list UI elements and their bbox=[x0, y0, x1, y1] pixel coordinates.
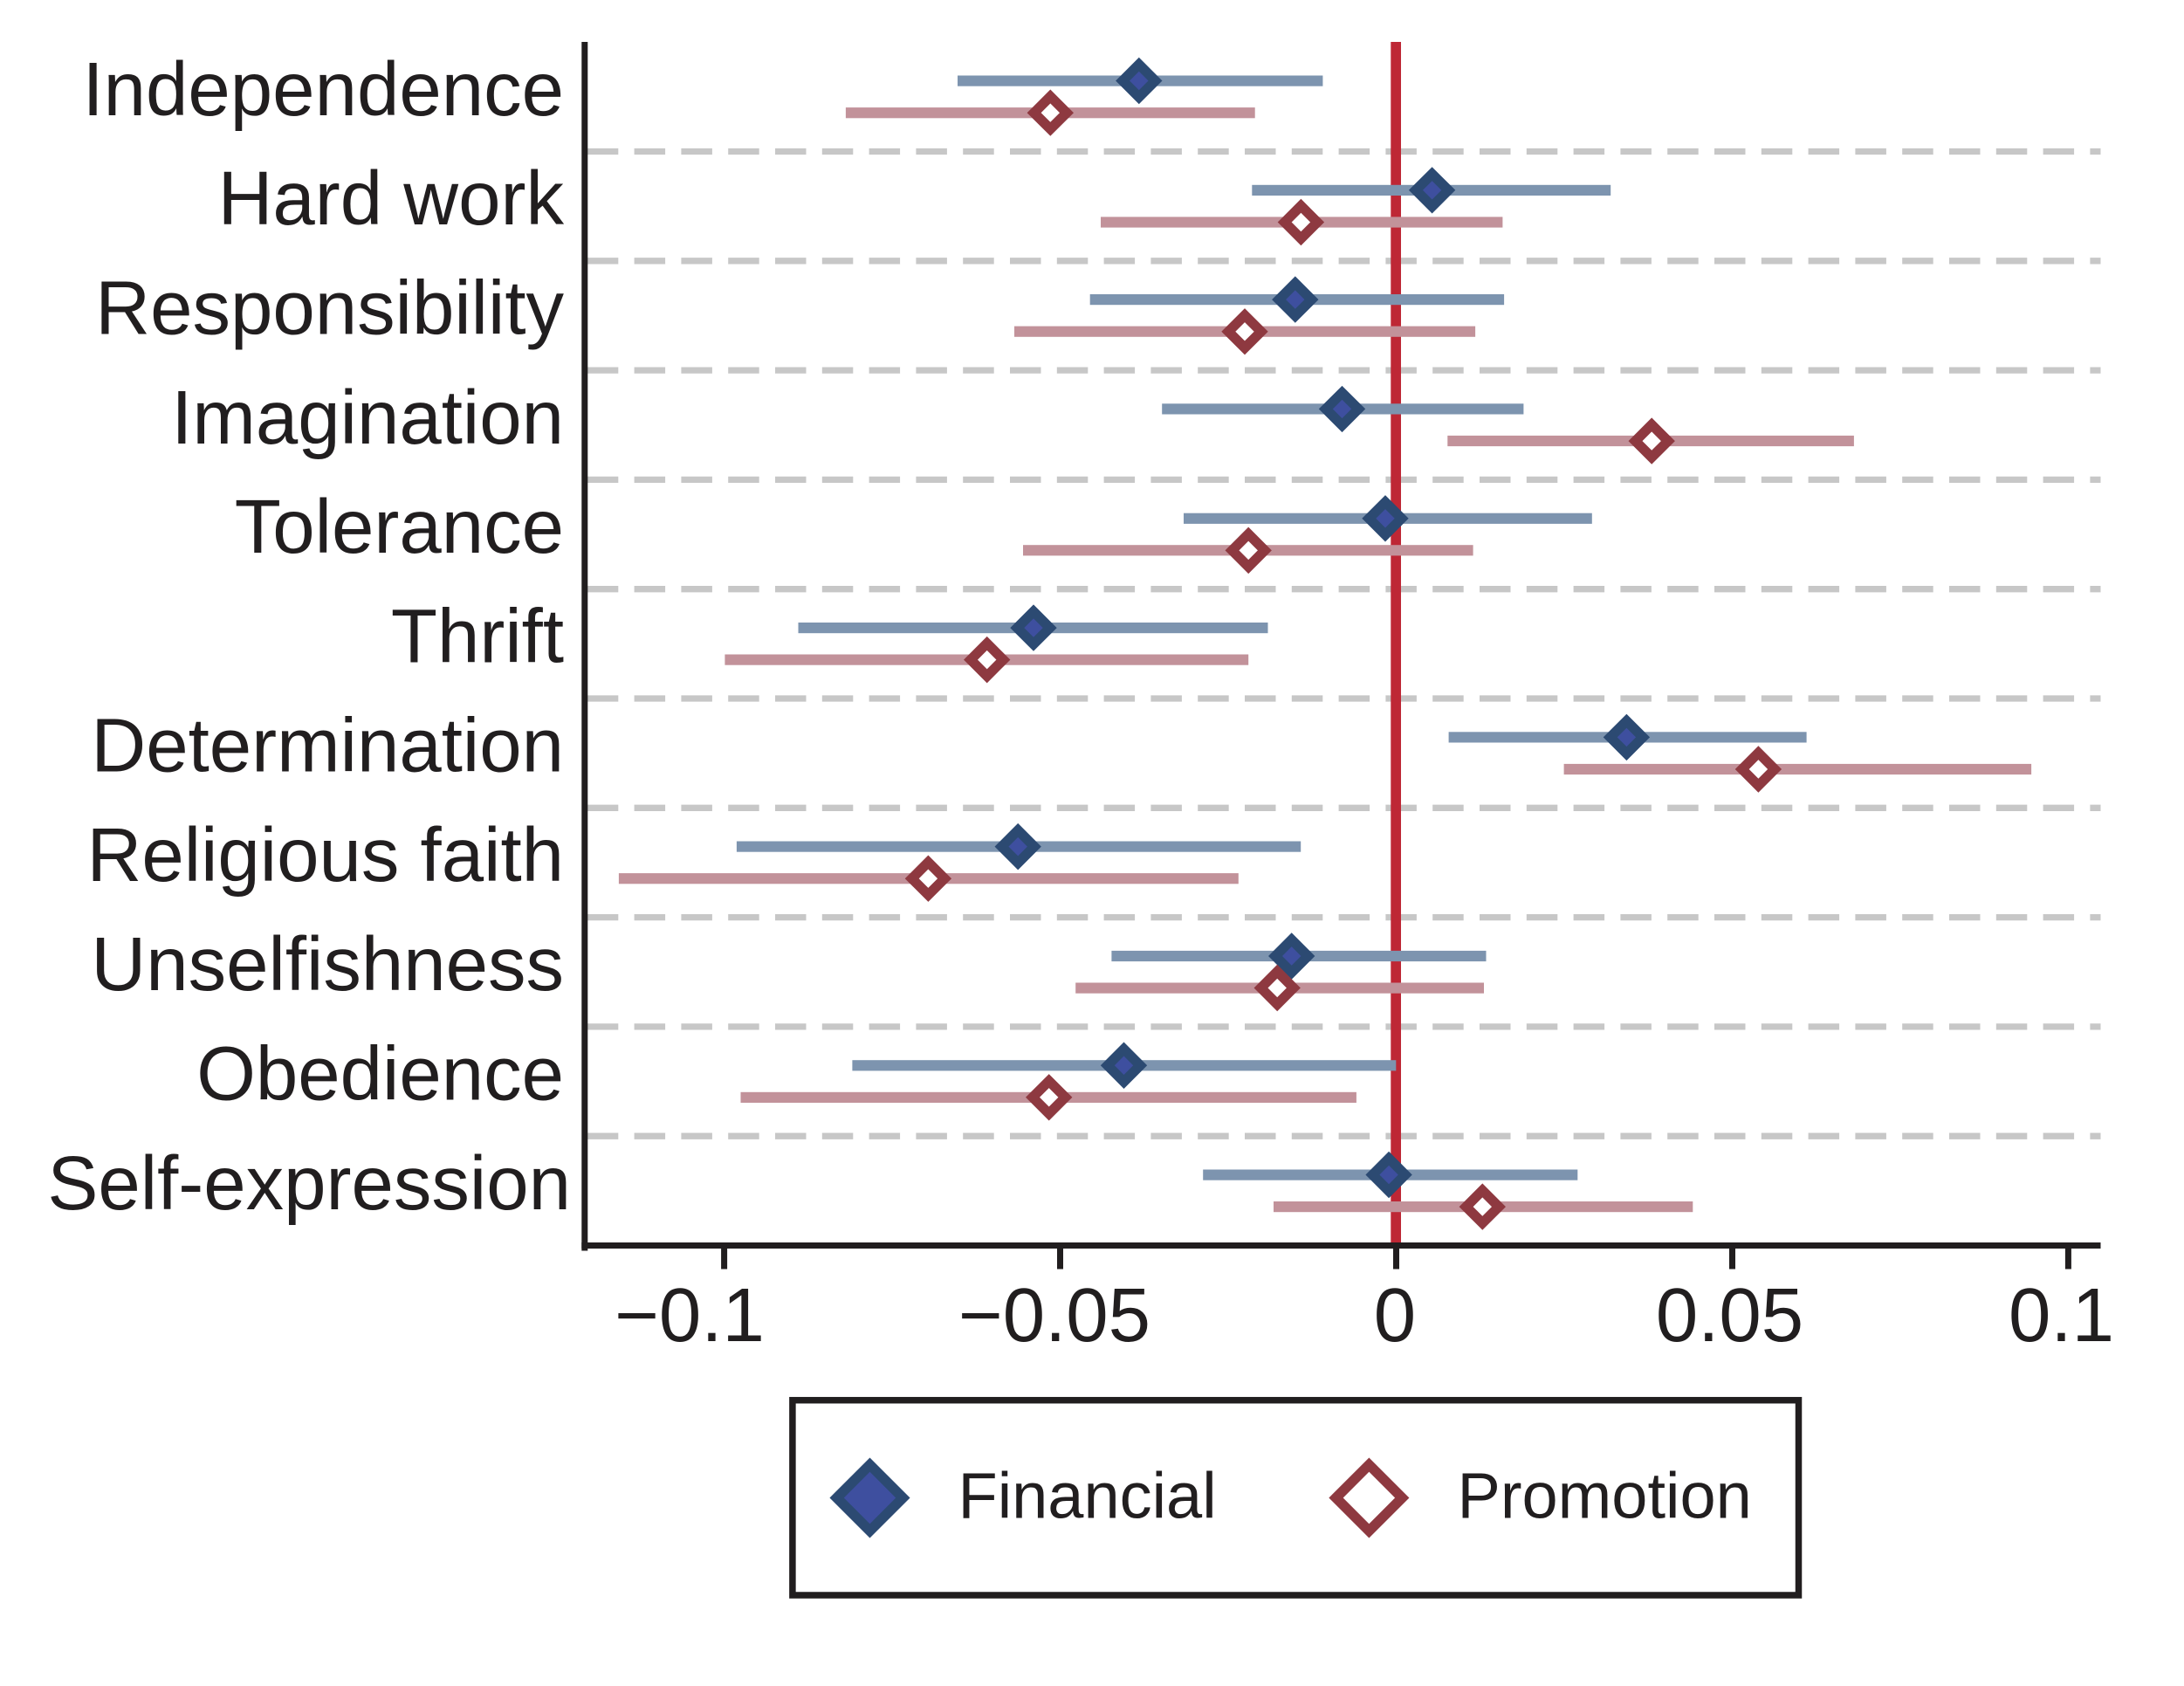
svg-text:Religious faith: Religious faith bbox=[87, 813, 564, 898]
svg-text:Financial: Financial bbox=[958, 1460, 1217, 1532]
svg-text:Determination: Determination bbox=[91, 704, 564, 788]
svg-text:Unselfishness: Unselfishness bbox=[91, 922, 564, 1007]
svg-text:0: 0 bbox=[1374, 1273, 1416, 1358]
svg-text:0.1: 0.1 bbox=[2009, 1273, 2114, 1358]
svg-text:−0.1: −0.1 bbox=[615, 1273, 765, 1358]
svg-text:Tolerance: Tolerance bbox=[235, 485, 564, 569]
svg-text:Promotion: Promotion bbox=[1458, 1460, 1752, 1532]
svg-text:Self-expression: Self-expression bbox=[47, 1141, 571, 1226]
svg-text:Responsibility: Responsibility bbox=[95, 265, 564, 350]
svg-text:−0.05: −0.05 bbox=[958, 1273, 1150, 1358]
svg-text:Hard work: Hard work bbox=[218, 156, 565, 241]
svg-text:Independence: Independence bbox=[82, 47, 564, 132]
svg-text:Imagination: Imagination bbox=[171, 375, 564, 460]
svg-text:Thrift: Thrift bbox=[391, 594, 564, 678]
svg-text:0.05: 0.05 bbox=[1656, 1273, 1803, 1358]
svg-text:Obedience: Obedience bbox=[196, 1032, 564, 1117]
